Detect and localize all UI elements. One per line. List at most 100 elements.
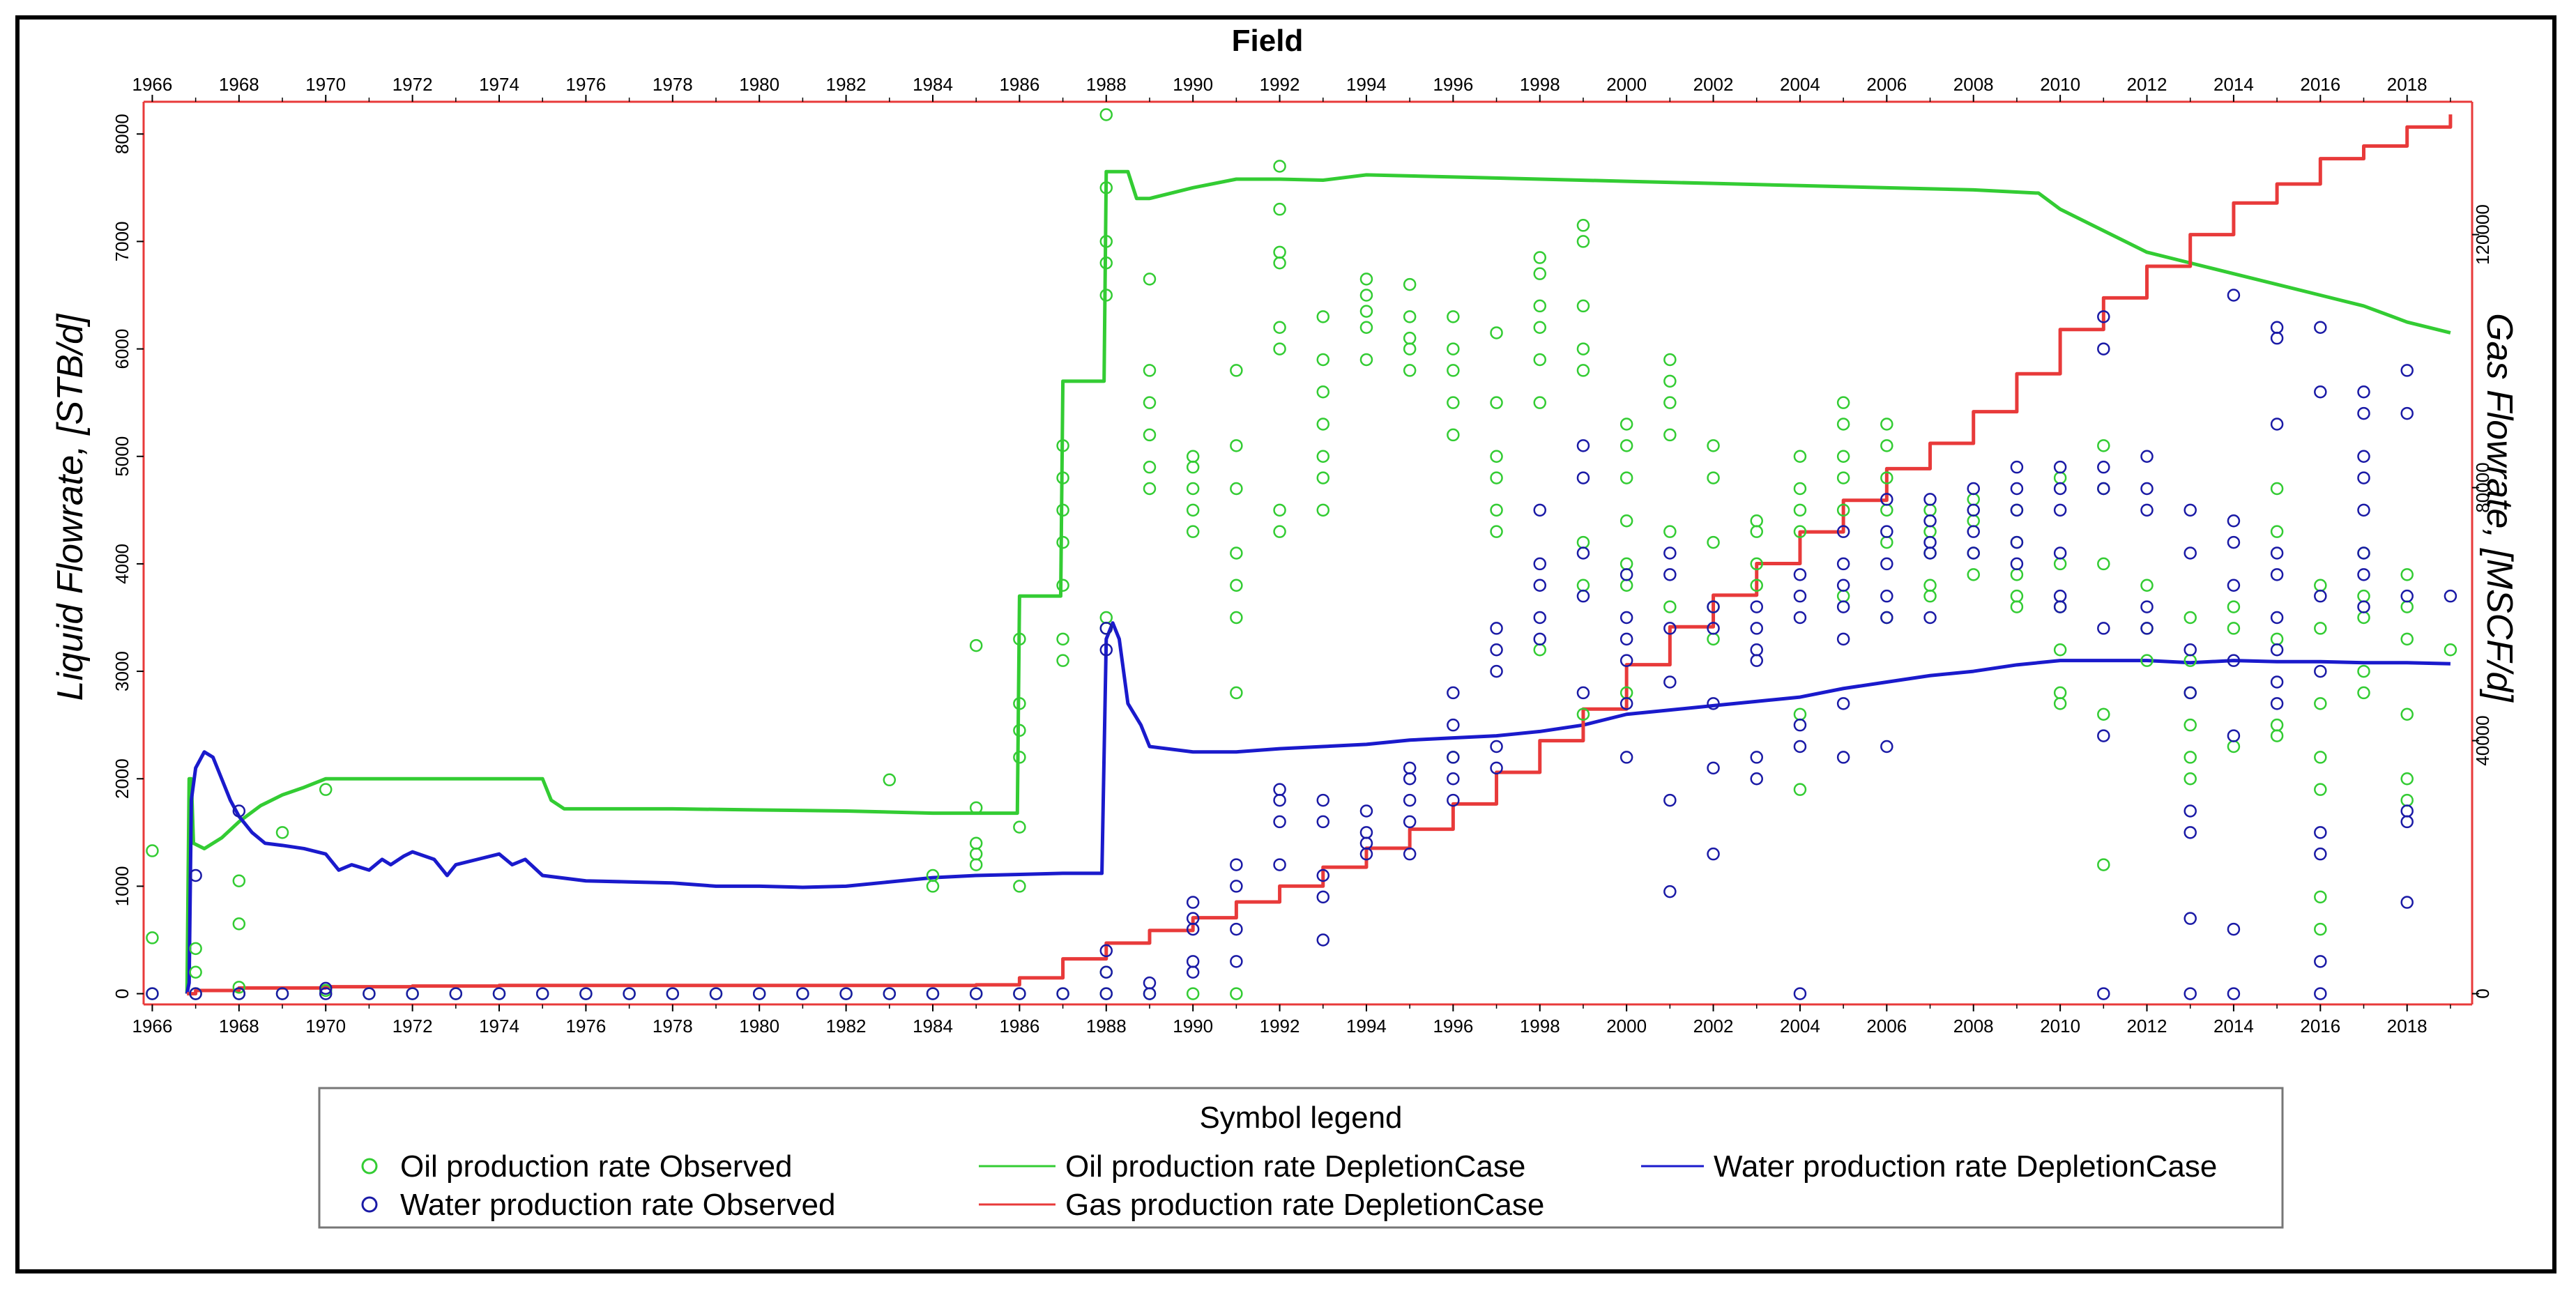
- y-axis-title-left: Liquid Flowrate, [STB/d]: [50, 313, 91, 701]
- water-observed-point: [752, 987, 766, 1000]
- water-observed-point: [1663, 546, 1677, 560]
- oil-observed-point: [1316, 418, 1330, 431]
- oil-observed-point: [1490, 503, 1503, 517]
- oil-observed-point: [1880, 418, 1893, 431]
- oil-observed-point: [1099, 235, 1113, 248]
- legend-label-water-observed: Water production rate Observed: [400, 1188, 835, 1222]
- figure-frame: Field 1966 1966 1968 1968 1970 1970 1972 1972 19…: [15, 15, 2556, 1273]
- oil-observed-point: [2010, 568, 2024, 581]
- water-observed-point: [1663, 622, 1677, 635]
- oil-observed-point: [1533, 353, 1547, 367]
- x-tick-label-top: 2014: [2213, 74, 2254, 95]
- oil-observed-point: [2400, 632, 2414, 646]
- water-observed-point: [1099, 944, 1113, 958]
- water-observed-point: [1099, 643, 1113, 657]
- water-observed-point: [319, 987, 333, 1000]
- water-observed-point: [1619, 632, 1633, 646]
- oil-observed-point: [969, 836, 983, 850]
- water-observed-point: [1793, 740, 1807, 753]
- oil-observed-point: [1273, 257, 1286, 270]
- water-observed-point: [2270, 546, 2284, 560]
- oil-observed-point: [1576, 535, 1590, 549]
- x-tick-label-bottom: 2002: [1693, 1016, 1734, 1036]
- x-tick-label-bottom: 1978: [653, 1016, 693, 1036]
- water-observed-point: [1359, 804, 1373, 818]
- oil-observed-point: [2140, 579, 2154, 592]
- x-tick-label-bottom: 1976: [565, 1016, 606, 1036]
- legend: Symbol legend Oil production rate Observ…: [318, 1087, 2284, 1229]
- oil-observed-point: [2053, 471, 2067, 484]
- oil-observed-point: [1880, 535, 1893, 549]
- water-observed-point: [2053, 482, 2067, 496]
- oil-observed-point: [1447, 342, 1460, 355]
- water-observed-point: [319, 981, 333, 995]
- water-observed-point: [1490, 622, 1503, 635]
- water-observed-point: [1967, 546, 1980, 560]
- water-observed-point: [1750, 600, 1763, 613]
- water-observed-point: [969, 987, 983, 1000]
- oil-observed-point: [2140, 654, 2154, 667]
- water-observed-point: [2400, 896, 2414, 909]
- water-observed-point: [2314, 589, 2327, 603]
- water-observed-point: [1793, 611, 1807, 625]
- water-observed-point: [2270, 675, 2284, 689]
- water-observed-point: [1750, 643, 1763, 657]
- water-observed-point: [2183, 686, 2197, 700]
- water-observed-point: [2010, 503, 2024, 517]
- oil-observed-point: [1619, 439, 1633, 452]
- oil-observed-point: [1186, 482, 1200, 496]
- water-observed-point: [1880, 740, 1893, 753]
- water-observed-point: [535, 987, 549, 1000]
- water-observed-point: [1923, 611, 1937, 625]
- water-observed-point: [1533, 579, 1547, 592]
- oil-observed-point: [969, 638, 983, 652]
- legend-label-oil-observed: Oil production rate Observed: [400, 1149, 793, 1184]
- water-observed-point: [1316, 793, 1330, 807]
- water-observed-point: [1923, 535, 1937, 549]
- water-observed-point: [1403, 847, 1417, 861]
- water-observed-point: [2357, 471, 2370, 484]
- water-observed-point: [2183, 546, 2197, 560]
- water-observed-point: [2357, 546, 2370, 560]
- water-observed-point: [2097, 342, 2110, 355]
- oil-observed-point: [1707, 471, 1720, 484]
- oil-observed-point: [1143, 396, 1157, 409]
- oil-observed-point: [2400, 568, 2414, 581]
- x-tick-label-bottom: 2006: [1866, 1016, 1907, 1036]
- oil-observed-point: [1533, 396, 1547, 409]
- x-tick-label-bottom: 1970: [305, 1016, 346, 1036]
- x-tick-label-bottom: 2012: [2127, 1016, 2167, 1036]
- x-tick-label-top: 2012: [2127, 74, 2167, 95]
- oil-observed-point: [1359, 273, 1373, 286]
- water-observed-point: [2183, 912, 2197, 925]
- legend-marker-oil-observed: [361, 1158, 378, 1175]
- water-observed-point: [839, 987, 853, 1000]
- oil-observed-point: [1750, 525, 1763, 538]
- oil-observed-point: [1533, 251, 1547, 264]
- water-observed-point: [1880, 493, 1893, 506]
- x-tick-label-bottom: 2010: [2040, 1016, 2080, 1036]
- oil-observed-point: [1576, 219, 1590, 232]
- oil-observed-point: [1793, 482, 1807, 496]
- oil-observed-point: [2270, 632, 2284, 646]
- water-observed-point: [1403, 793, 1417, 807]
- x-tick-label-top: 2016: [2300, 74, 2340, 95]
- oil-observed-point: [2183, 611, 2197, 625]
- water-observed-point: [2314, 321, 2327, 334]
- oil-observed-point: [1403, 277, 1417, 291]
- water-observed-point: [1880, 525, 1893, 538]
- x-tick-label-top: 1994: [1346, 74, 1387, 95]
- oil-observed-point: [1619, 579, 1633, 592]
- water-observed-point: [1447, 772, 1460, 786]
- water-observed-point: [1186, 896, 1200, 909]
- water-observed-point: [2097, 729, 2110, 742]
- x-tick-label-top: 1998: [1520, 74, 1560, 95]
- oil-observed-point: [1447, 364, 1460, 377]
- x-tick-label-top: 1984: [913, 74, 953, 95]
- oil-observed-point: [2227, 740, 2241, 753]
- oil-observed-point: [1533, 299, 1547, 313]
- water-observed-point: [2227, 579, 2241, 592]
- x-tick-label-top: 1986: [999, 74, 1039, 95]
- water-observed-point: [2227, 654, 2241, 667]
- water-observed-point: [2097, 482, 2110, 496]
